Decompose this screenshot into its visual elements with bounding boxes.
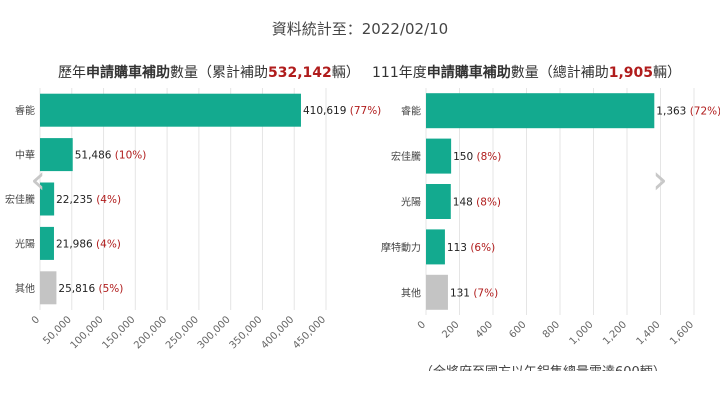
right-value-label: 150 xyxy=(453,151,476,163)
stats-date-label: 資料統計至：2022/02/10 xyxy=(271,20,449,38)
left-data-label: 410,619 (77%) xyxy=(303,105,381,117)
footnote: （全將府至國方以午鋁售總量需達600輛） xyxy=(420,361,666,371)
left-data-label: 22,235 (4%) xyxy=(56,194,121,206)
right-xtick-label: 200 xyxy=(440,319,461,340)
left-bar xyxy=(40,93,301,127)
right-category-label: 光陽 xyxy=(401,196,421,209)
left-value-label: 410,619 xyxy=(303,105,350,117)
right-title-suffix: 輛） xyxy=(653,65,682,81)
left-category-label: 其他 xyxy=(15,282,35,295)
left-category-label: 中華 xyxy=(15,149,35,162)
right-value-label: 148 xyxy=(453,197,476,209)
right-value-label: 1,363 xyxy=(656,106,689,118)
right-title-bold: 申請購車補助 xyxy=(426,65,511,81)
left-percent-label: (4%) xyxy=(96,194,121,206)
left-title-suffix: 輛） xyxy=(331,65,360,81)
right-xtick-label: 0 xyxy=(416,319,428,331)
right-bar xyxy=(426,184,451,219)
right-xtick-label: 400 xyxy=(474,319,495,340)
left-percent-label: (5%) xyxy=(98,283,123,295)
right-xtick-label: 1,200 xyxy=(601,319,629,347)
left-data-label: 25,816 (5%) xyxy=(58,283,123,295)
right-percent-label: (8%) xyxy=(477,151,502,163)
right-data-label: 1,363 (72%) xyxy=(656,106,720,118)
left-bar-chart: 睿能 410,619 (77%) 中華 51,486 (10%) 宏佳騰 22,235 (… xyxy=(5,88,381,351)
right-category-label: 睿能 xyxy=(401,105,421,118)
right-value-label: 113 xyxy=(447,242,470,254)
right-data-label: 113 (6%) xyxy=(447,242,495,254)
right-data-label: 131 (7%) xyxy=(450,287,498,299)
left-data-label: 21,986 (4%) xyxy=(56,238,121,250)
right-percent-label: (7%) xyxy=(473,287,498,299)
left-value-label: 25,816 xyxy=(58,283,98,295)
right-percent-label: (8%) xyxy=(476,197,501,209)
right-value-label: 131 xyxy=(450,287,473,299)
left-percent-label: (4%) xyxy=(96,238,121,250)
left-title-total: 532,142 xyxy=(268,65,332,81)
left-percent-label: (10%) xyxy=(115,150,147,162)
right-xtick-label: 800 xyxy=(541,319,562,340)
left-title-prefix: 歷年 xyxy=(58,65,86,81)
next-arrow-icon[interactable]: › xyxy=(652,157,668,203)
right-category-label: 宏佳騰 xyxy=(391,150,421,163)
right-percent-label: (6%) xyxy=(470,242,495,254)
right-data-label: 148 (8%) xyxy=(453,197,501,209)
right-title-middle: 數量（總計補助 xyxy=(510,65,609,81)
right-bar xyxy=(426,138,452,174)
left-category-label: 宏佳騰 xyxy=(5,193,35,206)
left-bar xyxy=(40,271,57,305)
right-bar xyxy=(426,93,655,129)
right-xtick-label: 1,600 xyxy=(668,319,696,347)
left-bar xyxy=(40,226,54,260)
left-value-label: 21,986 xyxy=(56,238,96,250)
right-percent-label: (72%) xyxy=(690,106,720,118)
left-value-label: 22,235 xyxy=(56,194,96,206)
right-data-label: 150 (8%) xyxy=(453,151,501,163)
left-percent-label: (77%) xyxy=(350,105,382,117)
left-title-middle: 數量（累計補助 xyxy=(170,65,268,81)
right-bar xyxy=(426,229,445,265)
right-title-prefix: 111年度 xyxy=(372,65,427,81)
right-xtick-label: 1,400 xyxy=(635,319,663,347)
right-xtick-label: 600 xyxy=(507,319,528,340)
left-chart-title: 歷年申請購車補助數量（累計補助532,142輛） xyxy=(58,62,360,82)
right-chart-title: 111年度申請購車補助數量（總計補助1,905輛） xyxy=(372,62,681,82)
left-value-label: 51,486 xyxy=(75,150,115,162)
left-bar xyxy=(40,138,73,172)
left-title-bold: 申請購車補助 xyxy=(86,65,170,81)
left-category-label: 睿能 xyxy=(15,104,35,117)
left-bar xyxy=(40,182,55,216)
right-bar xyxy=(426,274,448,310)
left-data-label: 51,486 (10%) xyxy=(75,150,147,162)
prev-arrow-icon[interactable]: ‹ xyxy=(30,157,46,203)
right-category-label: 其他 xyxy=(401,286,421,299)
right-category-label: 摩特動力 xyxy=(381,241,421,254)
right-xtick-label: 1,000 xyxy=(568,319,596,347)
left-category-label: 光陽 xyxy=(15,237,35,250)
right-title-total: 1,905 xyxy=(608,65,654,81)
